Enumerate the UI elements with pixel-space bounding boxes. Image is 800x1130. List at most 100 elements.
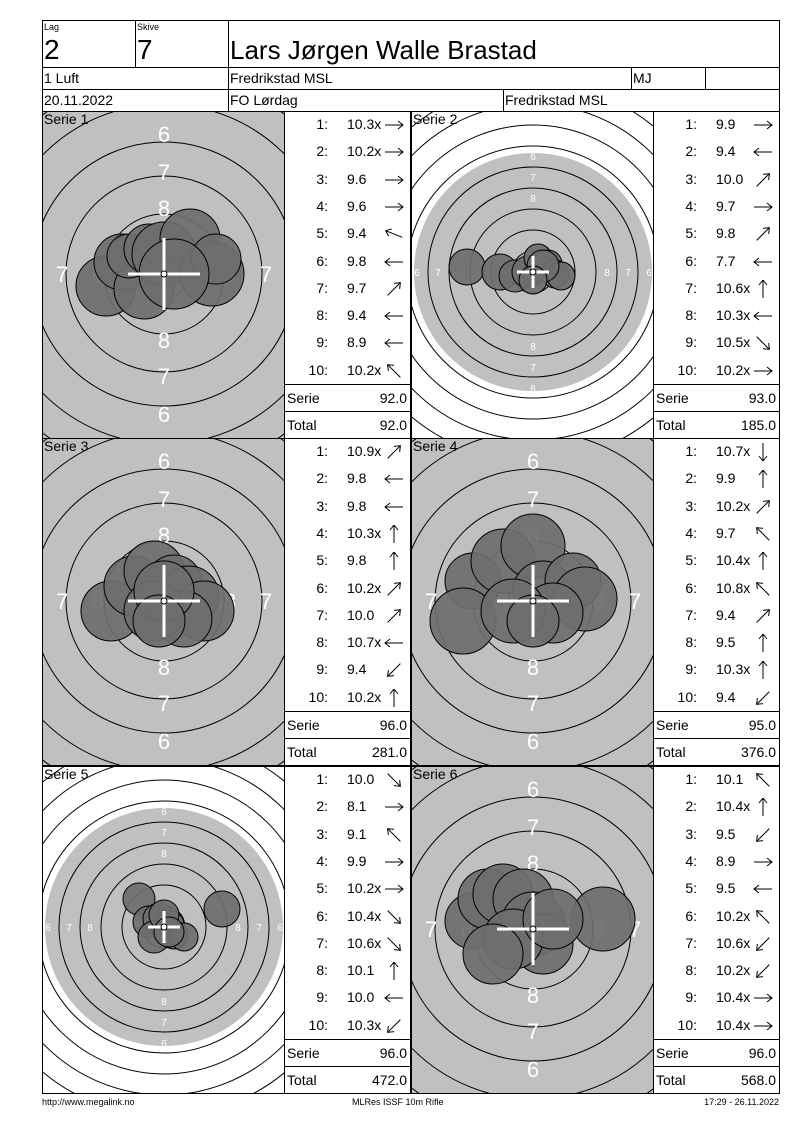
direction-arrow-icon (751, 880, 775, 898)
shot-number: 2: (685, 470, 697, 487)
serie-score: 96.0 (379, 717, 407, 733)
svg-text:5: 5 (530, 405, 536, 416)
total-sum-row: Total 472.0 (285, 1066, 410, 1094)
total-sum-row: Total 568.0 (654, 1066, 779, 1094)
shot-row: 8: 10.2x (654, 962, 779, 989)
shot-value: 10.1 (716, 771, 744, 787)
svg-text:8: 8 (527, 983, 539, 1008)
shot-value: 10.3x (347, 524, 382, 541)
shot-row: 6: 9.8 (285, 253, 410, 280)
footer-url[interactable]: http://www.megalink.no (42, 1097, 135, 1107)
shot-number: 2: (685, 798, 697, 815)
svg-text:6: 6 (158, 729, 170, 754)
shot-row: 9: 9.4 (285, 661, 410, 688)
svg-text:7: 7 (161, 1018, 167, 1029)
direction-arrow-icon (382, 880, 406, 898)
svg-text:8: 8 (235, 923, 241, 934)
target-drawing: 223344445555666677778888 (412, 112, 653, 438)
shot-row: 7: 10.6x (285, 935, 410, 962)
shot-value: 10.3x (347, 1016, 382, 1033)
shot-value: 9.5 (716, 880, 736, 897)
shot-number: 2: (316, 470, 328, 487)
direction-arrow-icon (751, 143, 775, 161)
svg-text:7: 7 (158, 364, 170, 389)
direction-arrow-icon (382, 798, 406, 816)
svg-text:8: 8 (158, 655, 170, 680)
shot-hole (132, 594, 186, 648)
shot-value: 9.4 (716, 688, 736, 705)
direction-arrow-icon (382, 498, 406, 516)
shooter-name: Lars Jørgen Walle Brastad (230, 35, 537, 65)
direction-arrow-icon (382, 935, 406, 953)
svg-text:6: 6 (158, 449, 170, 474)
shot-row: 5: 10.2x (285, 880, 410, 907)
serie-title: Serie 4 (413, 438, 458, 454)
shot-value: 9.9 (716, 116, 736, 132)
shot-number: 9: (685, 334, 697, 351)
shot-row: 2: 9.4 (654, 143, 779, 170)
shot-number: 3: (316, 825, 328, 842)
shot-number: 7: (316, 934, 328, 951)
svg-text:8: 8 (530, 342, 536, 353)
shot-value: 10.4x (347, 907, 382, 924)
direction-arrow-icon (751, 171, 775, 189)
shot-row: 1: 10.7x (654, 443, 779, 470)
shot-number: 1: (685, 771, 697, 787)
direction-arrow-icon (382, 908, 406, 926)
shot-row: 4: 8.9 (654, 853, 779, 880)
direction-arrow-icon (382, 524, 406, 543)
direction-arrow-icon (751, 278, 775, 298)
shot-row: 6: 10.2x (654, 908, 779, 935)
skive-cell: Skive 7 (135, 20, 229, 68)
shot-number: 2: (685, 143, 697, 160)
shot-value: 10.8x (716, 579, 751, 596)
shot-value: 10.4x (716, 1016, 751, 1033)
shot-row: 10: 10.2x (285, 687, 410, 716)
shot-row: 10: 10.4x (654, 1017, 779, 1044)
serie-title: Serie 3 (44, 438, 89, 454)
shot-row: 3: 9.1 (285, 826, 410, 853)
direction-arrow-icon (382, 470, 406, 488)
event-cell: FO Lørdag (228, 89, 504, 112)
shot-row: 10: 10.2x (654, 362, 779, 389)
shot-value: 10.3x (716, 661, 751, 678)
shot-number: 5: (685, 552, 697, 569)
direction-arrow-icon (751, 935, 775, 953)
shot-hole (203, 890, 241, 928)
shot-row: 8: 9.5 (654, 633, 779, 661)
svg-text:4: 4 (530, 112, 536, 121)
direction-arrow-icon (382, 551, 406, 571)
direction-arrow-icon (382, 634, 406, 652)
direction-arrow-icon (382, 771, 406, 789)
shooter-initials: MJ (633, 70, 652, 86)
direction-arrow-icon (751, 771, 775, 789)
svg-text:7: 7 (530, 173, 536, 184)
svg-text:6: 6 (527, 729, 539, 754)
direction-arrow-icon (382, 171, 406, 189)
direction-arrow-icon (751, 116, 775, 134)
footer-program: MLRes ISSF 10m Rifle (352, 1097, 444, 1107)
shot-number: 1: (316, 771, 328, 787)
skive-value: 7 (137, 34, 153, 65)
shot-row: 5: 9.5 (654, 880, 779, 907)
shot-row: 6: 7.7 (654, 253, 779, 280)
shot-number: 2: (316, 798, 328, 815)
shot-row: 2: 8.1 (285, 798, 410, 825)
score-column: 1: 10.0 2: 8.1 3: 9.1 4: 9.9 5: 10.2x 6: 10.4x 7: 10.… (284, 766, 411, 1094)
direction-arrow-icon (382, 334, 406, 352)
svg-text:8: 8 (161, 849, 167, 860)
shot-value: 10.2x (347, 361, 382, 378)
shot-value: 10.5x (716, 334, 751, 351)
direction-arrow-icon (382, 989, 406, 1007)
shot-value: 9.1 (347, 825, 367, 842)
shot-row: 10: 9.4 (654, 689, 779, 716)
total-sum-row: Total 376.0 (654, 738, 779, 766)
shot-value: 10.2x (347, 880, 382, 897)
svg-text:5: 5 (161, 1060, 167, 1071)
serie-label: Serie (656, 390, 689, 406)
shot-value: 10.2x (716, 497, 751, 514)
shot-value: 9.7 (716, 524, 736, 541)
svg-text:6: 6 (45, 923, 51, 934)
serie-score: 95.0 (748, 717, 776, 733)
